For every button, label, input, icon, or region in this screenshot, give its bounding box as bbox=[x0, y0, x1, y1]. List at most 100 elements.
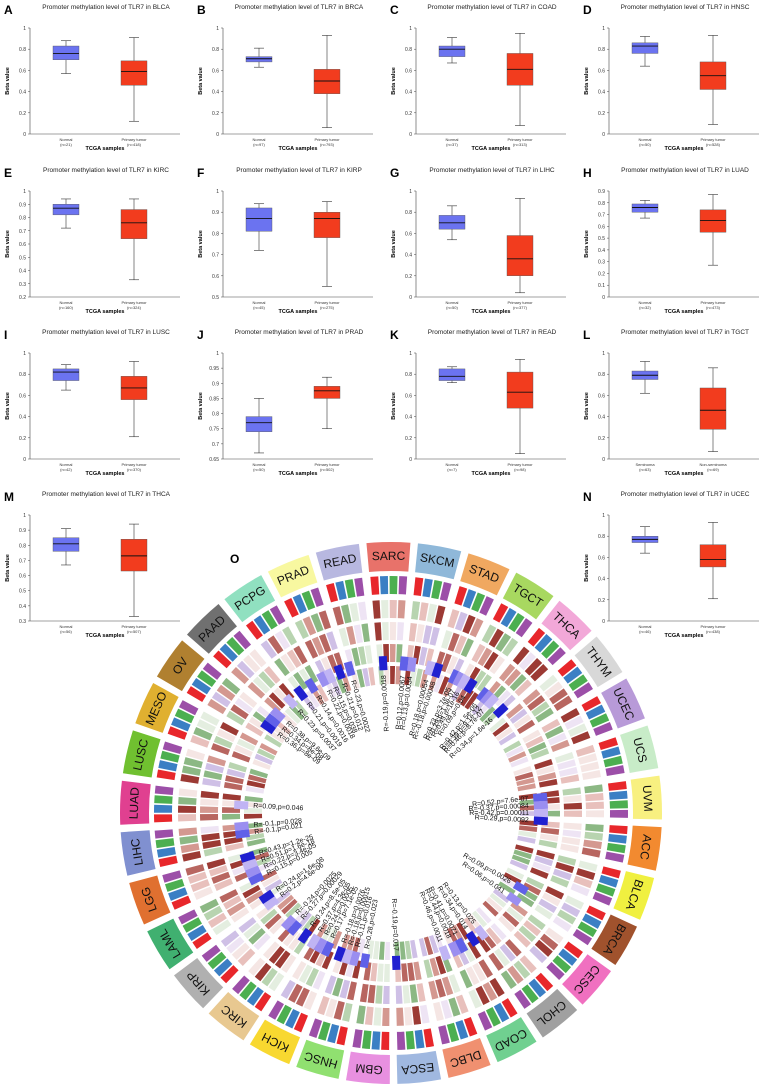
y-axis-label: Beta value bbox=[198, 230, 204, 258]
heatmap-cell bbox=[252, 759, 271, 770]
heatmap-cell bbox=[284, 707, 301, 724]
heatmap-cell bbox=[234, 744, 253, 757]
significance-marker bbox=[269, 706, 286, 723]
y-tick-label: 0.7 bbox=[19, 558, 26, 564]
sector-label-block bbox=[541, 600, 592, 651]
heatmap-cell bbox=[517, 835, 536, 844]
y-axis-label: Beta value bbox=[584, 230, 590, 258]
heatmap-cell bbox=[389, 600, 397, 619]
group-label: Primary tumor bbox=[700, 624, 726, 629]
y-axis-label: Beta value bbox=[5, 392, 11, 420]
y-tick-label: 0.6 bbox=[212, 274, 219, 280]
heatmap-cell bbox=[407, 962, 415, 982]
heatmap-cell bbox=[454, 611, 468, 632]
panel-letter: C bbox=[390, 3, 399, 17]
significance-marker bbox=[234, 828, 250, 839]
heatmap-cell bbox=[298, 964, 313, 984]
group-n: (n=418) bbox=[127, 142, 142, 147]
heatmap-cell bbox=[264, 734, 283, 748]
boxplot-panel-g: G Promoter methylation level of TLR7 in L… bbox=[390, 166, 566, 315]
y-tick-label: 0.6 bbox=[598, 68, 605, 74]
track-block bbox=[202, 662, 222, 680]
heatmap-cell bbox=[222, 813, 241, 820]
boxplot-panel-c: C Promoter methylation level of TLR7 in C… bbox=[390, 3, 566, 152]
group-label: Normal bbox=[253, 300, 266, 305]
significance-marker bbox=[378, 656, 388, 671]
heatmap-cell bbox=[518, 830, 537, 838]
heatmap-cell bbox=[248, 957, 266, 976]
track-block bbox=[593, 722, 613, 736]
box-normal bbox=[52, 368, 80, 381]
y-tick-label: 0.5 bbox=[19, 589, 26, 595]
heatmap-cell bbox=[178, 814, 197, 822]
group-label: Primary tumor bbox=[121, 137, 147, 142]
heatmap-cell bbox=[555, 861, 575, 874]
heatmap-cell bbox=[440, 999, 453, 1019]
heatmap-cell bbox=[213, 735, 233, 749]
heatmap-cell bbox=[527, 695, 546, 711]
track-block bbox=[284, 598, 299, 618]
heatmap-cell bbox=[446, 655, 459, 675]
heatmap-cell bbox=[541, 718, 561, 733]
significance-marker bbox=[505, 891, 522, 907]
heatmap-cell bbox=[310, 613, 324, 633]
track-block bbox=[158, 760, 178, 772]
heatmap-cell bbox=[368, 667, 376, 686]
heatmap-cell bbox=[228, 762, 248, 773]
panel-title: Promoter methylation level of TLR7 in BL… bbox=[42, 4, 170, 11]
heatmap-cell bbox=[245, 890, 264, 905]
panel-title: Promoter methylation level of TLR7 in TH… bbox=[42, 491, 171, 498]
heatmap-cell bbox=[390, 666, 396, 685]
y-tick-label: 0.6 bbox=[405, 231, 412, 237]
heatmap-cell bbox=[424, 648, 435, 668]
track-block bbox=[168, 887, 188, 901]
heatmap-cell bbox=[220, 930, 240, 947]
group-n: (n=50) bbox=[446, 305, 458, 310]
group-label: Primary tumor bbox=[700, 137, 726, 142]
heatmap-cell bbox=[389, 622, 397, 641]
group-label: Normal bbox=[60, 137, 73, 142]
significance-marker bbox=[399, 656, 409, 671]
track-block bbox=[595, 883, 616, 897]
y-tick-label: 0.5 bbox=[212, 295, 219, 301]
heatmap-cell bbox=[260, 640, 277, 659]
y-tick-label: 0.4 bbox=[598, 248, 605, 254]
heatmap-cell bbox=[230, 704, 249, 720]
group-label: Primary tumor bbox=[507, 462, 533, 467]
group-n: (n=69) bbox=[707, 467, 719, 472]
sector-label-block bbox=[442, 1038, 491, 1078]
heatmap-cell bbox=[465, 966, 480, 986]
heatmap-cell bbox=[472, 910, 488, 928]
circos-sector-luad: LUAD bbox=[119, 780, 263, 825]
heatmap-cell bbox=[564, 715, 584, 730]
heatmap-cell bbox=[429, 957, 440, 977]
heatmap-cell bbox=[260, 908, 278, 925]
panel-letter: N bbox=[583, 490, 592, 504]
y-tick-label: 1 bbox=[216, 189, 219, 195]
circos-sector-cesc: CESC bbox=[482, 888, 612, 1005]
track-block bbox=[381, 1031, 390, 1050]
heatmap-cell bbox=[498, 731, 517, 746]
x-axis-label: TCGA samples bbox=[472, 309, 511, 315]
heatmap-cell bbox=[286, 649, 302, 669]
y-tick-label: 0.2 bbox=[19, 295, 26, 301]
box-primary-tumor bbox=[120, 539, 148, 572]
track-block bbox=[405, 1030, 415, 1050]
heatmap-cell bbox=[404, 666, 412, 686]
group-n: (n=7) bbox=[447, 467, 457, 472]
heatmap-cell bbox=[364, 645, 373, 664]
significance-marker bbox=[533, 816, 548, 826]
panel-letter: J bbox=[197, 328, 204, 342]
y-tick-label: 0.7 bbox=[212, 253, 219, 259]
significance-marker bbox=[313, 937, 328, 954]
heatmap-cell bbox=[404, 940, 412, 960]
heatmap-cell bbox=[383, 963, 390, 982]
heatmap-cell bbox=[581, 847, 601, 858]
group-label: Non-seminoma bbox=[699, 462, 727, 467]
heatmap-cell bbox=[552, 916, 572, 932]
heatmap-cell bbox=[489, 892, 507, 908]
heatmap-cell bbox=[538, 778, 558, 788]
track-block bbox=[603, 755, 623, 768]
track-block bbox=[598, 737, 618, 751]
heatmap-cell bbox=[367, 984, 376, 1004]
